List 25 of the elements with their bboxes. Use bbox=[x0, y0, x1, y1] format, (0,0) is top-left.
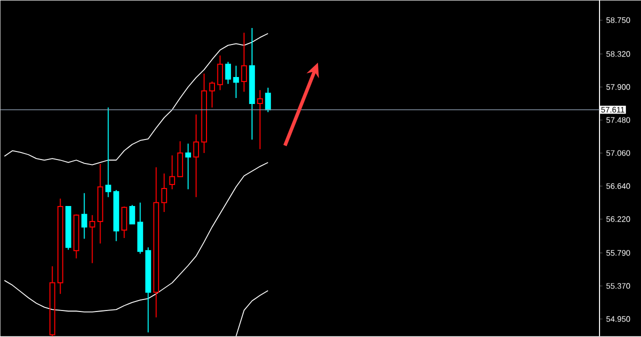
candlestick bbox=[193, 114, 200, 198]
candlestick bbox=[113, 190, 120, 242]
candlestick bbox=[217, 55, 223, 91]
candlestick bbox=[209, 81, 215, 108]
candlestick bbox=[137, 202, 144, 254]
candlestick bbox=[105, 107, 112, 198]
candlestick bbox=[161, 173, 168, 213]
candlestick bbox=[89, 214, 96, 264]
candlestick bbox=[257, 90, 263, 150]
candlestick bbox=[177, 140, 184, 178]
candlestick bbox=[241, 32, 247, 92]
line-series bbox=[4, 33, 268, 166]
candlestick bbox=[249, 28, 255, 140]
candlestick bbox=[49, 266, 56, 337]
candlestick bbox=[97, 164, 104, 244]
line-series bbox=[236, 290, 268, 337]
candlestick bbox=[121, 206, 128, 239]
candlestick bbox=[201, 73, 208, 154]
candlestick bbox=[185, 143, 192, 190]
candlestick bbox=[169, 155, 176, 190]
candlestick bbox=[233, 65, 239, 99]
candlestick bbox=[57, 198, 64, 294]
candlestick bbox=[153, 166, 160, 318]
candlestick bbox=[81, 192, 88, 240]
candlestick bbox=[145, 247, 152, 333]
